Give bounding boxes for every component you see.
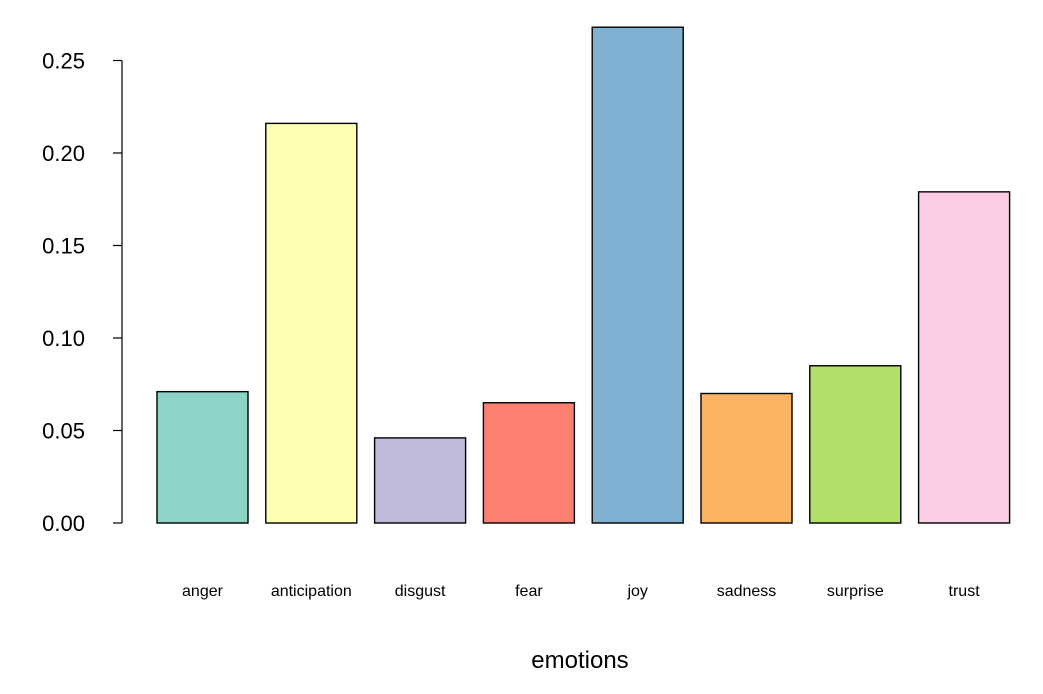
- x-category-label: anticipation: [271, 583, 352, 600]
- x-category-labels: anger anticipation disgust fear joy sadness su…: [182, 583, 980, 600]
- x-category-label: trust: [949, 583, 981, 600]
- bar-disgust: [373, 437, 467, 524]
- y-tick-label: 0.00: [42, 511, 85, 536]
- bars-group: [156, 26, 1011, 524]
- x-category-label: joy: [626, 583, 647, 600]
- x-category-label: disgust: [395, 583, 446, 600]
- bar-fear: [482, 402, 576, 524]
- x-category-label: fear: [515, 583, 543, 600]
- bar-surprise: [809, 365, 902, 524]
- y-tick-label: 0.05: [42, 419, 85, 444]
- bar-trust: [917, 191, 1011, 524]
- y-tick-label: 0.15: [42, 234, 85, 259]
- bar-anger: [156, 390, 249, 524]
- y-axis: 0.00 0.05 0.10 0.15 0.20 0.25: [42, 49, 123, 536]
- y-tick-label: 0.10: [42, 326, 85, 351]
- y-tick-label: 0.20: [42, 141, 85, 166]
- x-category-label: anger: [182, 583, 224, 600]
- bar-anticipation: [265, 122, 358, 524]
- bar-sadness: [700, 392, 793, 524]
- bar-joy: [591, 26, 684, 524]
- x-axis-title: emotions: [531, 647, 628, 674]
- x-category-label: sadness: [717, 583, 777, 600]
- x-category-label: surprise: [827, 583, 884, 600]
- y-tick-label: 0.25: [42, 49, 85, 74]
